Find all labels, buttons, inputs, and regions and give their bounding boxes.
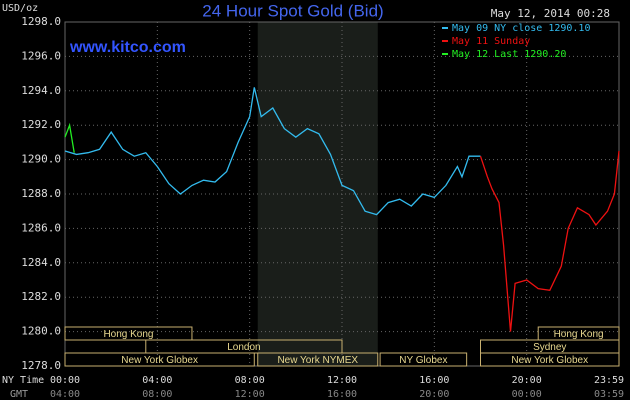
- session-label: NY Globex: [399, 355, 447, 366]
- gmt-tick-label: 00:00: [512, 389, 542, 400]
- price-line: [64, 87, 481, 216]
- x-tick-label: 23:59: [594, 375, 624, 386]
- y-tick-label: 1286.0: [21, 221, 61, 234]
- session-label: Hong Kong: [103, 329, 153, 340]
- y-tick-label: 1290.0: [21, 153, 61, 166]
- gmt-tick-label: 16:00: [327, 389, 357, 400]
- session-label: London: [227, 342, 260, 353]
- legend-label: May 09 NY close 1290.10: [452, 23, 590, 34]
- gmt-tick-label: 08:00: [142, 389, 172, 400]
- price-line: [64, 122, 75, 153]
- x-tick-label: 00:00: [50, 375, 80, 386]
- y-tick-label: 1284.0: [21, 256, 61, 269]
- session-label: New York Globex: [121, 355, 198, 366]
- y-axis-label: USD/oz: [2, 3, 38, 14]
- gmt-tick-label: 04:00: [50, 389, 80, 400]
- session-label: Hong Kong: [554, 329, 604, 340]
- y-tick-label: 1278.0: [21, 359, 61, 372]
- x-tick-label: 04:00: [142, 375, 172, 386]
- x-axis-label: NY Time: [2, 375, 44, 386]
- x-tick-label: 12:00: [327, 375, 357, 386]
- x2-axis-label: GMT: [10, 389, 28, 400]
- website: www.kitco.com: [69, 39, 186, 56]
- y-tick-label: 1282.0: [21, 290, 61, 303]
- session-label: New York Globex: [511, 355, 588, 366]
- x-tick-label: 16:00: [419, 375, 449, 386]
- session-box: [64, 352, 255, 367]
- y-tick-label: 1292.0: [21, 118, 61, 131]
- session-label: New York NYMEX: [277, 355, 358, 366]
- session-label: Sydney: [533, 342, 566, 353]
- price-line: [479, 150, 620, 332]
- session-box: [379, 352, 468, 367]
- chart-title: 24 Hour Spot Gold (Bid): [202, 1, 383, 20]
- session-box: [257, 352, 379, 367]
- y-tick-label: 1298.0: [21, 15, 61, 28]
- legend-label: May 12 Last 1290.20: [452, 49, 566, 60]
- session-box: [480, 352, 620, 367]
- session-box: [64, 326, 193, 341]
- y-tick-label: 1296.0: [21, 49, 61, 62]
- timestamp: May 12, 2014 00:28: [491, 7, 610, 20]
- x-tick-label: 20:00: [512, 375, 542, 386]
- x-tick-label: 08:00: [235, 375, 265, 386]
- gmt-tick-label: 20:00: [419, 389, 449, 400]
- gmt-tick-label: 03:59: [594, 389, 624, 400]
- y-tick-label: 1294.0: [21, 84, 61, 97]
- gmt-tick-label: 12:00: [235, 389, 265, 400]
- y-tick-label: 1280.0: [21, 325, 61, 338]
- legend-label: May 11 Sunday: [452, 36, 530, 47]
- y-tick-label: 1288.0: [21, 187, 61, 200]
